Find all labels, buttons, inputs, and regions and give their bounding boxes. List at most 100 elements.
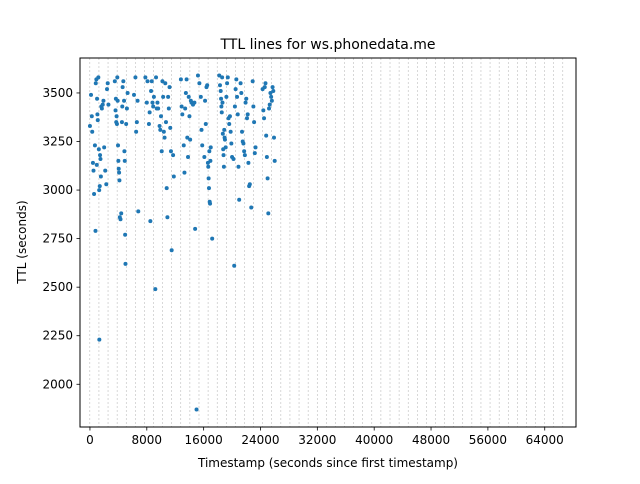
data-point-115	[188, 137, 193, 142]
data-point-140	[208, 145, 213, 150]
data-point-141	[210, 236, 215, 241]
data-point-11	[94, 162, 99, 167]
data-point-113	[186, 94, 191, 99]
data-point-175	[237, 197, 242, 202]
data-point-211	[271, 89, 276, 94]
data-point-43	[116, 166, 121, 171]
data-point-195	[253, 145, 258, 150]
data-point-107	[182, 170, 187, 175]
data-point-109	[183, 90, 188, 95]
data-point-38	[114, 122, 119, 127]
data-point-183	[243, 100, 248, 105]
y-tick-label: 2000	[42, 377, 73, 391]
x-axis-label: Timestamp (seconds since first timestamp…	[197, 456, 458, 470]
data-point-104	[179, 104, 184, 109]
data-point-2	[89, 114, 94, 119]
plot-frame	[79, 57, 577, 428]
data-point-129	[203, 122, 208, 127]
data-point-32	[106, 102, 111, 107]
data-point-20	[98, 153, 103, 158]
data-point-62	[133, 75, 138, 80]
data-point-87	[160, 79, 165, 84]
data-point-122	[195, 73, 200, 78]
data-points	[87, 73, 277, 412]
data-point-81	[155, 100, 160, 105]
data-point-120	[193, 226, 198, 231]
data-point-154	[222, 127, 227, 132]
data-point-134	[206, 176, 211, 181]
data-point-66	[136, 209, 141, 214]
data-point-192	[251, 104, 256, 109]
data-point-101	[171, 153, 176, 158]
data-point-124	[198, 94, 203, 99]
data-point-68	[144, 100, 149, 105]
data-point-63	[134, 129, 139, 134]
x-tick-label: 40000	[355, 433, 393, 447]
data-point-106	[181, 143, 186, 148]
data-point-34	[113, 108, 118, 113]
data-point-148	[220, 75, 225, 80]
x-tick-label: 48000	[412, 433, 450, 447]
data-point-103	[178, 77, 183, 82]
data-point-17	[97, 188, 102, 193]
data-point-190	[249, 205, 254, 210]
data-point-97	[167, 85, 172, 90]
data-point-105	[180, 112, 185, 117]
data-point-19	[97, 184, 102, 189]
data-point-187	[246, 160, 251, 165]
data-point-210	[270, 85, 275, 90]
data-point-207	[268, 90, 273, 95]
data-point-73	[149, 89, 154, 94]
data-point-31	[105, 81, 110, 86]
data-point-65	[135, 98, 140, 103]
data-point-186	[245, 112, 250, 117]
data-point-126	[200, 143, 205, 148]
y-axis-ticks: 2000 2250 2500 2750 3000 3250 3500	[42, 86, 80, 391]
data-point-177	[239, 90, 244, 95]
data-point-173	[235, 112, 240, 117]
data-point-67	[143, 75, 148, 80]
data-point-206	[267, 102, 272, 107]
data-point-162	[227, 122, 232, 127]
data-point-135	[206, 186, 211, 191]
data-point-47	[118, 217, 123, 222]
data-point-27	[102, 145, 107, 150]
data-point-22	[98, 174, 103, 179]
data-point-61	[132, 92, 137, 97]
data-point-86	[159, 149, 164, 154]
data-point-28	[103, 168, 108, 173]
y-tick-label: 3250	[42, 135, 73, 149]
data-point-157	[223, 145, 228, 150]
data-point-156	[222, 137, 227, 142]
data-point-138	[208, 201, 213, 206]
data-point-205	[267, 106, 272, 111]
data-point-182	[242, 153, 247, 158]
data-point-131	[205, 83, 210, 88]
data-point-8	[93, 228, 98, 233]
data-point-26	[101, 98, 106, 103]
data-point-160	[225, 75, 230, 80]
data-point-202	[264, 155, 269, 160]
data-point-164	[228, 129, 233, 134]
data-point-146	[219, 104, 224, 109]
data-point-82	[156, 106, 161, 111]
data-point-74	[149, 79, 154, 84]
data-point-201	[264, 133, 269, 138]
data-point-71	[147, 110, 152, 115]
data-point-30	[105, 87, 110, 92]
data-point-197	[261, 108, 266, 113]
data-point-24	[99, 106, 104, 111]
data-point-79	[154, 75, 159, 80]
vertical-gridlines	[89, 58, 564, 427]
data-point-125	[199, 127, 204, 132]
data-point-14	[95, 118, 100, 123]
data-point-142	[217, 73, 222, 78]
data-point-111	[185, 135, 190, 140]
data-point-112	[186, 155, 191, 160]
data-point-39	[115, 75, 120, 80]
data-point-5	[91, 168, 96, 173]
y-tick-label: 2250	[42, 329, 73, 343]
data-point-198	[262, 116, 267, 121]
data-point-172	[235, 94, 240, 99]
data-point-180	[241, 141, 246, 146]
